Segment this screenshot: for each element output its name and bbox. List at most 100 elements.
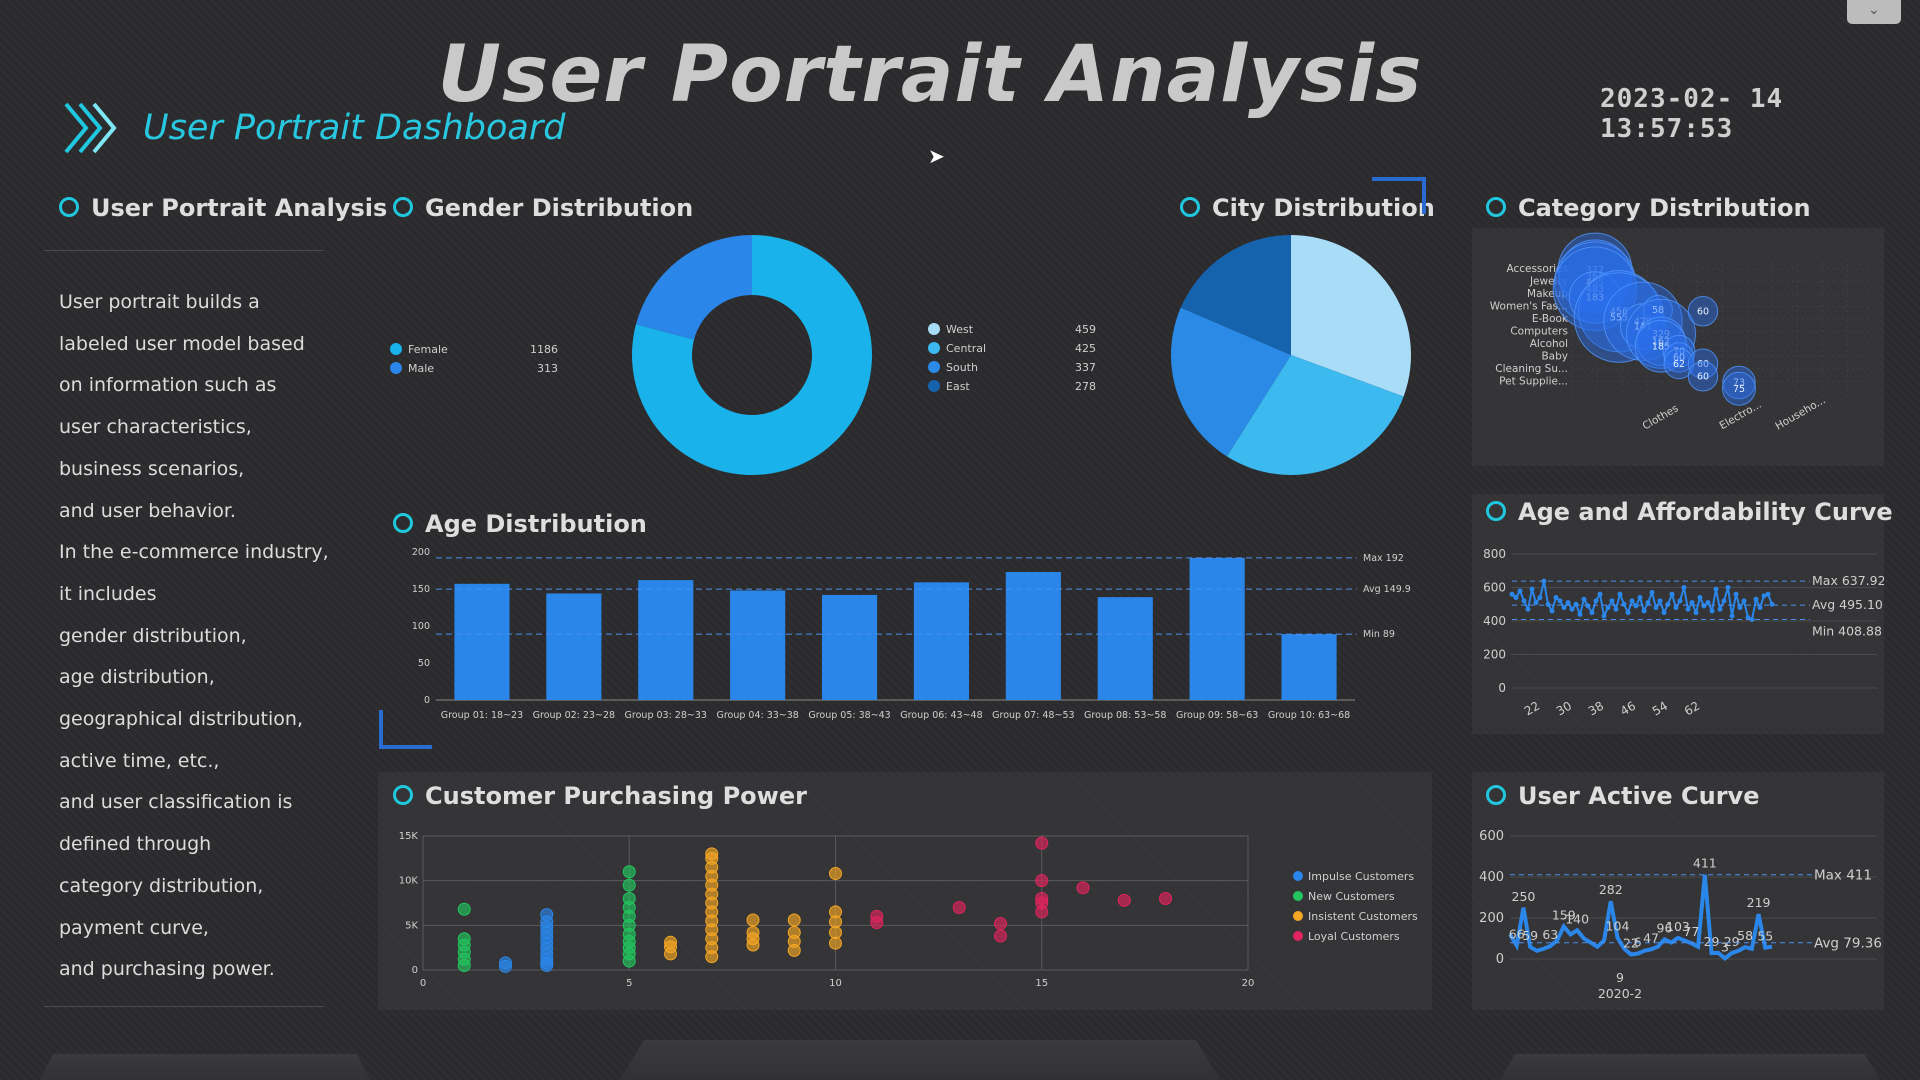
- data-point: [1665, 601, 1671, 607]
- bubble: [1636, 316, 1686, 366]
- city-title: City Distribution: [1180, 194, 1435, 222]
- intro-line: age distribution,: [59, 666, 215, 689]
- point-label: 3: [1721, 939, 1729, 954]
- x-tick-label: Group 04: 33~38: [716, 710, 798, 721]
- bottom-decoration: [1500, 1054, 1880, 1080]
- data-point: [1597, 591, 1603, 597]
- data-point: [1673, 605, 1679, 611]
- y-tick-label: 400: [1479, 870, 1504, 885]
- corner-bracket: [379, 710, 432, 749]
- intro-line: gender distribution,: [59, 624, 247, 647]
- category-label: E-Book: [1532, 313, 1569, 325]
- y-tick-label: 600: [1479, 829, 1504, 844]
- bubble-label: 60: [1673, 353, 1685, 364]
- legend-label: West: [946, 323, 974, 336]
- data-point: [1741, 598, 1747, 604]
- category-label: Jewelry: [1529, 276, 1568, 288]
- bubble: [1552, 246, 1638, 332]
- legend-marker: [390, 362, 402, 374]
- data-point: [1709, 608, 1715, 614]
- legend-marker: [928, 342, 940, 354]
- bubble: [1663, 348, 1695, 380]
- intro-line: labeled user model based: [59, 332, 305, 355]
- category-label: Pet Supplie...: [1499, 376, 1568, 388]
- afford-chart: 0 200 400 600 800 22 30 38 46 54 62 Max 637.92 Avg 4…: [1483, 547, 1884, 719]
- scatter-point: [829, 867, 842, 881]
- markline-label: Avg 79.36: [1814, 936, 1882, 952]
- data-point: [1549, 608, 1555, 614]
- pie-slice-male: [635, 235, 752, 340]
- scatter-point: [499, 956, 512, 970]
- bubble-label: 377: [1586, 265, 1604, 276]
- x-tick-label: 2020-2: [1598, 986, 1642, 1001]
- data-point: [1581, 596, 1587, 602]
- category-x-label: Househo...: [1773, 394, 1827, 432]
- y-tick-label: 800: [1483, 547, 1506, 561]
- y-tick-label: 15K: [399, 831, 419, 842]
- data-point: [1625, 610, 1631, 616]
- y-tick-label: 0: [1498, 681, 1506, 695]
- data-point: [1729, 613, 1735, 619]
- x-tick-label: 15: [1035, 978, 1048, 989]
- bubble-label: 60: [1697, 306, 1709, 317]
- legend-marker: [928, 380, 940, 392]
- point-label: 159: [1552, 907, 1576, 922]
- data-point: [1513, 595, 1519, 601]
- data-point: [1593, 598, 1599, 604]
- pie-slice-east: [1180, 235, 1291, 355]
- x-tick-label: 20: [1242, 978, 1255, 989]
- legend-label: South: [946, 361, 978, 374]
- chevron-down-icon: ⌄: [1868, 2, 1880, 18]
- bottom-decoration: [620, 1040, 1220, 1080]
- data-point: [1557, 598, 1563, 604]
- bubble-label: 73: [1733, 378, 1745, 389]
- data-point: [1601, 613, 1607, 619]
- intro-line: defined through: [59, 833, 212, 856]
- bubble-label: 425: [1634, 316, 1652, 327]
- bar: [546, 593, 602, 700]
- purchasing-title: Customer Purchasing Power: [393, 782, 807, 810]
- hexagon-icon: [393, 197, 413, 217]
- data-point: [1525, 606, 1531, 612]
- bar: [1005, 571, 1061, 700]
- point-label: 29: [1704, 934, 1720, 949]
- scatter-point: [829, 905, 842, 919]
- data-point: [1717, 606, 1723, 612]
- bubble-label: 60: [1697, 371, 1709, 382]
- legend-marker: [928, 323, 940, 335]
- data-point: [1701, 603, 1707, 609]
- x-tick-label: 54: [1650, 699, 1670, 719]
- dashboard-subtitle: User Portrait Dashboard: [143, 108, 566, 148]
- markline-label: Avg 495.10: [1812, 597, 1883, 612]
- data-point: [1561, 605, 1567, 611]
- legend-value: 1186: [530, 343, 558, 356]
- scatter-point: [746, 913, 760, 927]
- data-point: [1669, 591, 1675, 597]
- y-tick-label: 0: [424, 695, 430, 706]
- legend-marker: [390, 343, 402, 355]
- intro-title: User Portrait Analysis: [59, 194, 387, 222]
- markline-label: Max 411: [1814, 868, 1872, 884]
- data-point: [1613, 606, 1619, 612]
- scatter-point: [622, 865, 636, 879]
- data-point: [1537, 595, 1543, 601]
- data-point: [1645, 600, 1651, 606]
- data-point: [1617, 591, 1623, 597]
- category-label: Baby: [1541, 351, 1568, 363]
- data-point: [1533, 600, 1539, 606]
- divider: [44, 250, 324, 251]
- bubble: [1626, 298, 1696, 369]
- point-label: 411: [1693, 856, 1717, 871]
- collapse-button[interactable]: ⌄: [1847, 0, 1901, 24]
- category-label: Women's Fas...: [1490, 301, 1568, 313]
- active-line: [1508, 874, 1773, 961]
- legend-marker: [1293, 931, 1303, 941]
- data-point: [1589, 610, 1595, 616]
- pie-slice-female: [632, 235, 873, 475]
- intro-line: and user behavior.: [59, 499, 236, 522]
- bubble-label: 162: [1652, 336, 1670, 347]
- x-tick-label: 5: [626, 978, 632, 989]
- y-tick-label: 200: [412, 547, 430, 558]
- data-point: [1573, 601, 1579, 607]
